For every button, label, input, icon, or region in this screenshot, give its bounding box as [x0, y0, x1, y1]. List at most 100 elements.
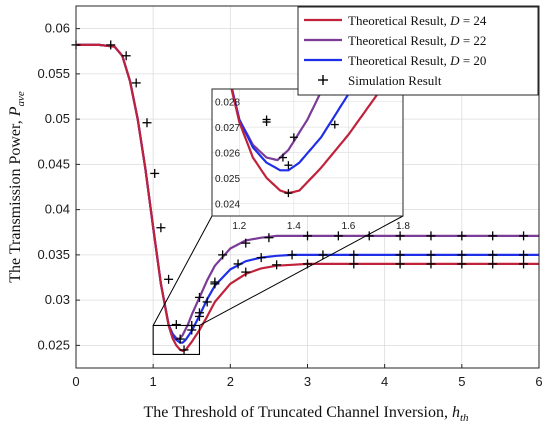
- simulation-marker: [318, 250, 328, 260]
- inset-x-tick-label: 1.2: [232, 221, 246, 232]
- simulation-marker: [349, 259, 359, 269]
- inset-series-line-d24: [230, 89, 383, 195]
- y-axis-label-sub: ave: [15, 91, 27, 106]
- simulation-marker: [131, 78, 141, 88]
- x-tick-label: 5: [458, 374, 465, 389]
- simulation-marker: [179, 345, 189, 355]
- inset-x-tick-label: 1.8: [396, 221, 410, 232]
- simulation-marker: [156, 223, 166, 233]
- inset-x-tick-label: 1.4: [287, 221, 301, 232]
- inset-x-ticks: 1.2 1.4 1.6 1.8: [232, 221, 410, 232]
- simulation-marker: [194, 292, 204, 302]
- simulation-marker: [264, 233, 274, 243]
- inset-series-line-d20: [230, 89, 353, 172]
- simulation-marker: [395, 250, 405, 260]
- simulation-marker: [457, 250, 467, 260]
- simulation-marker: [272, 260, 282, 270]
- simulation-marker: [106, 40, 116, 50]
- inset-y-tick-label: 0.024: [215, 199, 240, 210]
- legend-d20-main: Theoretical Result,: [348, 53, 450, 68]
- x-tick-label: 2: [227, 374, 234, 389]
- inset-simulation-marker: [262, 115, 271, 124]
- simulation-marker: [488, 259, 498, 269]
- legend-marker-simulation: [318, 75, 328, 85]
- simulation-marker: [233, 259, 243, 269]
- legend-d22-main: Theoretical Result,: [348, 33, 450, 48]
- simulation-marker: [241, 267, 251, 277]
- inset-y-ticks: 0.024 0.025 0.026 0.027 0.028: [215, 98, 240, 211]
- simulation-marker: [426, 231, 436, 241]
- zoom-indicator: [152, 215, 404, 355]
- simulation-marker: [202, 297, 212, 307]
- inset-chart: 1.2 1.4 1.6 1.8 0.024 0.025 0.026 0.027 0.028: [211, 88, 410, 232]
- simulation-marker: [241, 238, 251, 248]
- y-tick-label: 0.05: [45, 111, 70, 126]
- legend-d24-val: = 24: [460, 13, 487, 28]
- legend-d20-var: D: [449, 53, 460, 68]
- simulation-marker: [175, 334, 185, 344]
- simulation-marker: [164, 274, 174, 284]
- legend-d22-val: = 22: [460, 33, 487, 48]
- x-axis-ticks: 0 1 2 3 4 5 6: [72, 364, 543, 389]
- x-tick-label: 1: [150, 374, 157, 389]
- y-tick-label: 0.03: [45, 292, 70, 307]
- y-tick-label: 0.045: [37, 156, 70, 171]
- inset-simulation-marker: [330, 120, 339, 129]
- x-tick-label: 6: [535, 374, 542, 389]
- simulation-marker: [488, 250, 498, 260]
- inset-y-tick-label: 0.026: [215, 149, 240, 160]
- simulation-marker: [256, 253, 266, 263]
- inset-y-tick-label: 0.028: [215, 98, 240, 109]
- legend-label-d20: Theoretical Result, D = 20: [348, 53, 486, 68]
- legend-d22-var: D: [449, 33, 460, 48]
- legend-d24-var: D: [449, 13, 460, 28]
- y-axis-label: The Transmission Power, Pave: [7, 91, 27, 283]
- simulation-marker: [426, 250, 436, 260]
- simulation-marker: [121, 51, 131, 61]
- simulation-marker: [457, 231, 467, 241]
- x-axis-label: The Threshold of Truncated Channel Inver…: [143, 404, 469, 424]
- legend-d20-val: = 20: [460, 53, 487, 68]
- simulation-marker: [171, 320, 181, 330]
- legend-d24-main: Theoretical Result,: [348, 13, 450, 28]
- inset-y-tick-label: 0.025: [215, 174, 240, 185]
- x-tick-label: 4: [381, 374, 388, 389]
- y-axis-label-main: The Transmission Power,: [7, 116, 24, 282]
- simulation-marker: [519, 231, 529, 241]
- simulation-marker: [150, 168, 160, 178]
- zoom-connector-right: [199, 215, 404, 326]
- zoom-box: [152, 324, 201, 355]
- x-tick-label: 3: [304, 374, 311, 389]
- simulation-marker: [287, 250, 297, 260]
- y-axis-label-var: P: [7, 106, 24, 117]
- simulation-marker: [519, 259, 529, 269]
- inset-simulation-marker: [278, 153, 287, 162]
- inset-simulation-marker: [289, 133, 298, 142]
- simulation-marker: [395, 231, 405, 241]
- legend-label-d22: Theoretical Result, D = 22: [348, 33, 486, 48]
- simulation-marker: [457, 259, 467, 269]
- simulation-marker: [395, 259, 405, 269]
- inset-simulation-marker: [284, 189, 293, 198]
- x-axis-label-var: h: [452, 404, 460, 421]
- x-tick-label: 0: [72, 374, 79, 389]
- zoom-connector-left: [152, 215, 213, 326]
- legend-label-d24: Theoretical Result, D = 24: [348, 13, 487, 28]
- simulation-marker: [303, 231, 312, 241]
- legend-box: [297, 6, 539, 96]
- legend-label-simulation: Simulation Result: [348, 73, 442, 88]
- inset-simulation-marker: [284, 161, 293, 170]
- x-axis-label-main: The Threshold of Truncated Channel Inver…: [143, 404, 452, 421]
- y-axis-ticks: 0.025 0.03 0.035 0.04 0.045 0.05 0.055 0.06: [37, 21, 80, 352]
- simulation-marker: [426, 259, 436, 269]
- simulation-marker: [210, 277, 220, 287]
- inset-series-line-d22: [230, 89, 324, 162]
- y-tick-label: 0.055: [37, 66, 70, 81]
- simulation-marker: [194, 308, 204, 318]
- simulation-marker: [349, 250, 359, 260]
- simulation-marker: [142, 118, 152, 128]
- x-axis-label-sub: th: [460, 412, 469, 424]
- simulation-marker: [488, 231, 498, 241]
- simulation-marker: [333, 231, 343, 241]
